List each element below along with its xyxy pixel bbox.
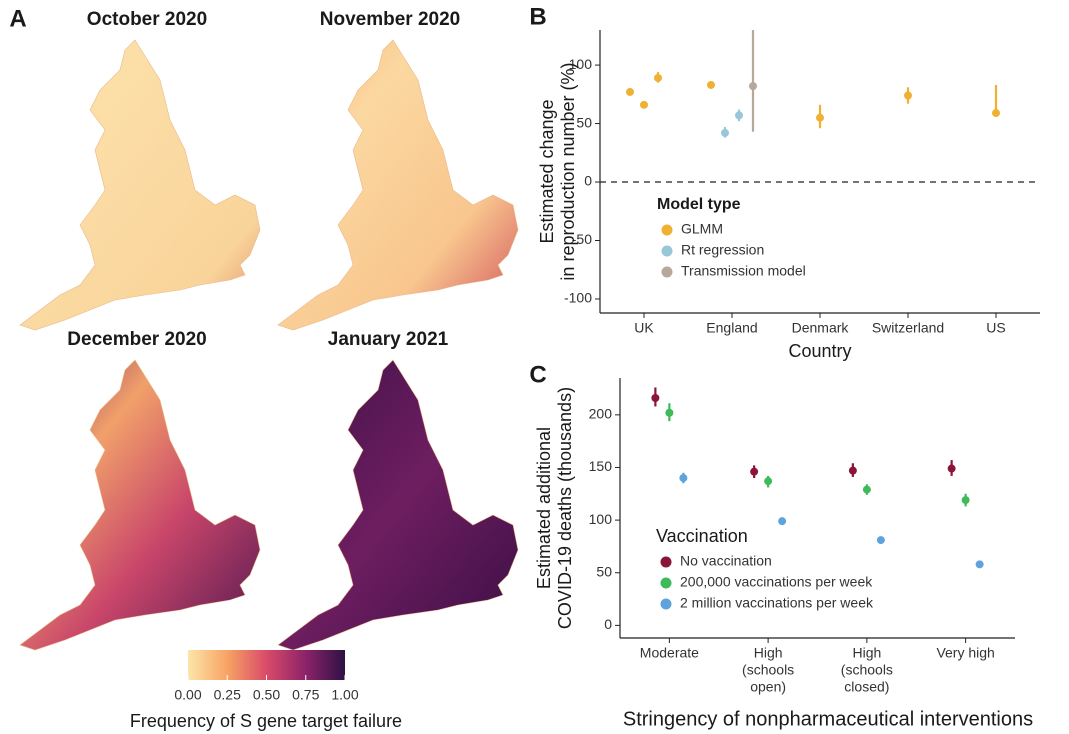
legend-label: 200,000 vaccinations per week [680,574,873,590]
y-tick-label: 200 [589,406,613,422]
point [640,100,648,109]
colorbar-label: Frequency of S gene target failure [130,711,402,731]
point [975,560,984,569]
point [904,91,912,100]
y-axis-label: in reproduction number (%) [558,62,578,280]
legend-marker [661,224,673,236]
legend-label: No vaccination [680,553,772,569]
map [277,39,519,331]
legend-marker [660,577,672,589]
point [961,496,970,505]
y-tick-label: 0 [584,173,592,189]
colorbar-tick-label: 0.25 [214,687,241,703]
point [707,80,715,89]
y-tick-label: 100 [569,56,593,72]
x-tick-label: Very high [936,645,994,661]
point [816,113,824,122]
legend-label: Transmission model [681,263,806,279]
y-tick-label: 0 [604,616,612,632]
x-tick-label: open) [750,679,786,695]
legend-label: Rt regression [681,242,764,258]
point [721,128,729,137]
y-tick-label: 50 [576,114,592,130]
legend-label: 2 million vaccinations per week [680,595,874,611]
y-tick-label: 100 [589,511,613,527]
point [626,87,634,96]
legend-marker [660,598,672,610]
y-axis-label: Estimated additional [534,427,554,589]
x-tick-label: UK [634,320,654,336]
point [735,111,743,120]
x-tick-label: Moderate [640,645,699,661]
map-title: December 2020 [67,329,206,350]
point [992,109,1000,118]
x-tick-label: High [754,645,783,661]
legend-marker [661,266,673,278]
map [19,39,261,331]
map-title: November 2020 [320,9,460,30]
map-title: January 2021 [328,329,449,350]
point [665,408,674,417]
point [876,536,885,545]
y-tick-label: -50 [572,231,592,247]
colorbar-tick-label: 0.00 [174,687,201,703]
point [654,73,662,82]
x-tick-label: Switzerland [872,320,944,336]
map [19,359,261,651]
map [277,359,519,651]
x-axis-label: Stringency of nonpharmaceutical interven… [623,708,1033,730]
x-axis-label: Country [788,341,851,361]
point [862,485,871,494]
point [679,474,688,482]
point [651,394,660,402]
legend-title: Model type [657,196,741,213]
legend-label: GLMM [681,221,723,237]
panel-label: C [529,361,546,388]
panel-label: B [529,3,546,30]
point [764,477,773,486]
point [750,467,759,476]
point [778,517,787,526]
x-tick-label: (schools [841,662,893,678]
point [848,466,857,475]
x-tick-label: (schools [742,662,794,678]
legend-title: Vaccination [656,526,748,546]
x-tick-label: England [706,320,757,336]
map-title: October 2020 [87,9,207,30]
y-axis-label: COVID-19 deaths (thousands) [555,387,575,629]
x-tick-label: closed) [844,679,889,695]
legend-marker [661,245,673,257]
panel-label: A [9,5,26,32]
y-tick-label: 50 [596,563,612,579]
point [947,464,956,473]
colorbar-tick-label: 0.50 [253,687,280,703]
y-tick-label: -100 [564,290,592,306]
colorbar-tick-label: 1.00 [331,687,358,703]
y-axis-label: Estimated change [537,99,557,243]
point [749,82,757,91]
x-tick-label: Denmark [792,320,850,336]
colorbar-tick-label: 0.75 [292,687,319,703]
x-tick-label: US [986,320,1005,336]
x-tick-label: High [852,645,881,661]
y-tick-label: 150 [589,458,613,474]
legend-marker [660,556,672,568]
